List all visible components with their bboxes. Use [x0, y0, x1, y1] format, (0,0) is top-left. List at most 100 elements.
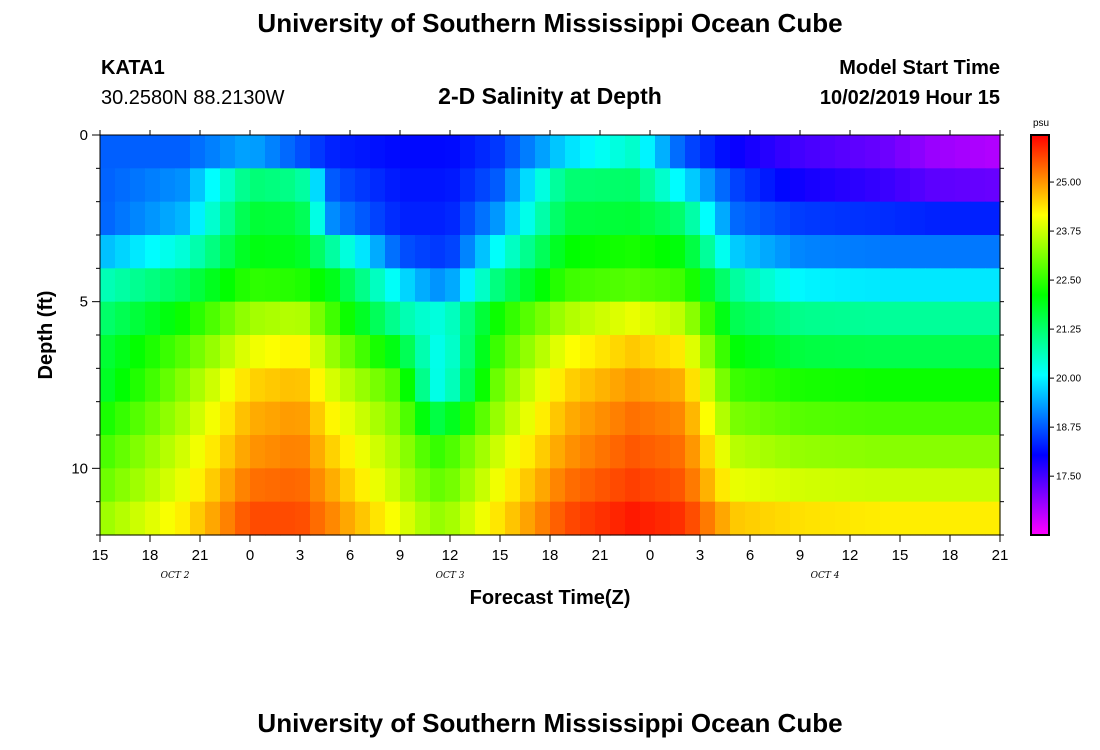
heatmap-cell	[310, 401, 326, 436]
heatmap-cell	[220, 468, 236, 503]
heatmap-cell	[115, 401, 131, 436]
heatmap-cell	[175, 168, 191, 203]
heatmap-cell	[790, 235, 806, 269]
heatmap-cell	[565, 501, 581, 536]
heatmap-cell	[835, 435, 851, 469]
heatmap-cell	[265, 168, 281, 203]
heatmap-cell	[145, 201, 161, 236]
heatmap-cell	[295, 501, 311, 536]
x-tick-label: 21	[592, 547, 609, 564]
heatmap-cell	[820, 435, 836, 469]
heatmap-cell	[895, 401, 911, 436]
heatmap-cell	[985, 501, 1001, 536]
heatmap-cell	[820, 501, 836, 536]
heatmap-cell	[310, 468, 326, 503]
heatmap-cell	[625, 401, 641, 436]
heatmap-cell	[160, 235, 176, 269]
heatmap-cell	[565, 401, 581, 436]
heatmap-cell	[475, 468, 491, 503]
heatmap-cell	[400, 435, 416, 469]
heatmap-cell	[685, 335, 701, 369]
heatmap-cell	[895, 468, 911, 503]
heatmap-cell	[235, 468, 251, 503]
heatmap-cell	[625, 468, 641, 503]
heatmap-cell	[130, 468, 146, 503]
heatmap-cell	[685, 168, 701, 203]
heatmap-cell	[190, 135, 206, 169]
heatmap-cell	[865, 368, 881, 403]
heatmap-cell	[460, 268, 476, 303]
heatmap-cell	[850, 468, 866, 503]
heatmap-cell	[490, 301, 506, 336]
heatmap-cell	[760, 168, 776, 203]
heatmap-cell	[565, 468, 581, 503]
heatmap-cell	[115, 168, 131, 203]
heatmap-cell	[640, 401, 656, 436]
heatmap-cell	[745, 301, 761, 336]
heatmap-cell	[445, 168, 461, 203]
heatmap-cell	[730, 368, 746, 403]
heatmap-cell	[565, 435, 581, 469]
heatmap-cell	[190, 368, 206, 403]
heatmap-cell	[985, 235, 1001, 269]
heatmap-cell	[985, 335, 1001, 369]
heatmap-cell	[550, 168, 566, 203]
heatmap-cell	[295, 368, 311, 403]
heatmap-cell	[970, 268, 986, 303]
heatmap-cell	[250, 468, 266, 503]
heatmap-cell	[985, 201, 1001, 236]
heatmap-cell	[640, 501, 656, 536]
heatmap-cell	[865, 468, 881, 503]
heatmap-cell	[745, 468, 761, 503]
heatmap-cell	[910, 401, 926, 436]
heatmap-cell	[580, 501, 596, 536]
heatmap-cell	[880, 335, 896, 369]
date-label: OCT 2	[161, 571, 190, 581]
heatmap-cell	[235, 135, 251, 169]
heatmap-cell	[640, 168, 656, 203]
heatmap-cell	[745, 135, 761, 169]
heatmap-cell	[145, 168, 161, 203]
heatmap-cell	[100, 235, 116, 269]
heatmap-cell	[955, 468, 971, 503]
heatmap-cell	[355, 368, 371, 403]
heatmap-cell	[175, 235, 191, 269]
heatmap-cell	[775, 135, 791, 169]
heatmap-cell	[610, 401, 626, 436]
heatmap-cell	[220, 401, 236, 436]
heatmap-cell	[220, 435, 236, 469]
heatmap-cell	[370, 168, 386, 203]
model-start-label: Model Start Time	[839, 57, 1000, 79]
heatmap-cell	[535, 301, 551, 336]
heatmap-cell	[670, 235, 686, 269]
heatmap-cell	[535, 435, 551, 469]
heatmap-cell	[160, 301, 176, 336]
heatmap-cell	[760, 435, 776, 469]
heatmap-cell	[625, 301, 641, 336]
heatmap-cell	[295, 401, 311, 436]
heatmap-cell	[685, 501, 701, 536]
heatmap-cell	[535, 368, 551, 403]
y-tick-label: 5	[80, 294, 88, 311]
heatmap-cell	[715, 235, 731, 269]
heatmap-cell	[370, 401, 386, 436]
heatmap-cell	[145, 235, 161, 269]
heatmap-cell	[865, 301, 881, 336]
heatmap-cell	[280, 401, 296, 436]
heatmap-cell	[880, 501, 896, 536]
heatmap-cell	[430, 435, 446, 469]
heatmap-cell	[265, 401, 281, 436]
heatmap-cell	[595, 301, 611, 336]
heatmap-cell	[805, 301, 821, 336]
heatmap-cell	[490, 268, 506, 303]
heatmap-cell	[265, 201, 281, 236]
heatmap-cell	[895, 235, 911, 269]
heatmap-cell	[940, 168, 956, 203]
heatmap-cell	[865, 235, 881, 269]
heatmap-cell	[370, 368, 386, 403]
heatmap-cell	[325, 501, 341, 536]
heatmap-cell	[730, 335, 746, 369]
heatmap-cell	[835, 135, 851, 169]
heatmap-cell	[910, 235, 926, 269]
colorbar-unit: psu	[1033, 118, 1049, 129]
